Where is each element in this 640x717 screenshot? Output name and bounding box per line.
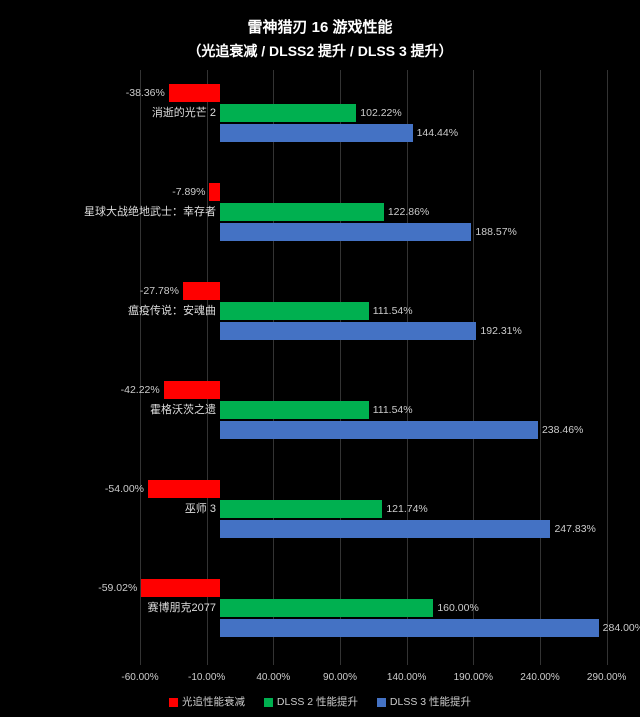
bar-value-label: 247.83% [554, 523, 595, 535]
bar-dlss3 [220, 520, 550, 538]
x-tick-label: -10.00% [188, 672, 225, 683]
bar-value-label: -27.78% [140, 285, 179, 297]
swatch-rt [169, 698, 178, 707]
bar-rt [169, 84, 220, 102]
bar-value-label: 121.74% [386, 503, 427, 515]
bar-dlss3 [220, 619, 599, 637]
game-name: 消逝的光芒 2 [152, 104, 216, 122]
game-group: -38.36%102.22%144.44%消逝的光芒 2 [140, 84, 620, 142]
bar-dlss3 [220, 223, 471, 241]
bar-value-label: 144.44% [417, 127, 458, 139]
bar-value-label: -59.02% [98, 582, 137, 594]
x-tick-label: 40.00% [256, 672, 290, 683]
gridline [540, 70, 541, 665]
swatch-dlss2 [264, 698, 273, 707]
chart-subtitle: （光追衰减 / DLSS2 提升 / DLSS 3 提升） [0, 41, 640, 61]
x-tick-label: 240.00% [520, 672, 559, 683]
bar-value-label: 192.31% [480, 325, 521, 337]
legend-rt-label: 光追性能衰减 [182, 696, 245, 708]
bar-value-label: 111.54% [373, 404, 413, 416]
x-tick-label: 90.00% [323, 672, 357, 683]
bar-value-label: -38.36% [126, 87, 165, 99]
bar-rt [148, 480, 220, 498]
plot-area: -60.00%-10.00%40.00%90.00%140.00%190.00%… [140, 70, 620, 665]
bar-value-label: -54.00% [105, 483, 144, 495]
bar-rt [183, 282, 220, 300]
chart-title: 雷神猎刃 16 游戏性能 [0, 16, 640, 37]
bar-rt [209, 183, 220, 201]
legend-dlss3-label: DLSS 3 性能提升 [390, 696, 471, 708]
chart-title-block: 雷神猎刃 16 游戏性能 （光追衰减 / DLSS2 提升 / DLSS 3 提… [0, 16, 640, 61]
legend-dlss2: DLSS 2 性能提升 [264, 694, 358, 709]
game-group: -27.78%111.54%192.31%瘟疫传说：安魂曲 [140, 282, 620, 340]
bar-value-label: 111.54% [373, 305, 413, 317]
bar-dlss2 [220, 500, 382, 518]
gridline [273, 70, 274, 665]
game-name: 赛博朋克2077 [148, 599, 216, 617]
game-name: 霍格沃茨之遗 [150, 401, 216, 419]
bar-rt [164, 381, 220, 399]
gridline [207, 70, 208, 665]
game-name: 瘟疫传说：安魂曲 [128, 302, 216, 320]
gridline [340, 70, 341, 665]
bar-value-label: 102.22% [360, 107, 401, 119]
bar-value-label: -42.22% [121, 384, 160, 396]
bar-rt [141, 579, 220, 597]
bar-value-label: 188.57% [475, 226, 516, 238]
bar-dlss2 [220, 104, 356, 122]
bar-value-label: 238.46% [542, 424, 583, 436]
gridline [140, 70, 141, 665]
gridline [607, 70, 608, 665]
legend-rt: 光追性能衰减 [169, 694, 245, 709]
bar-dlss2 [220, 203, 384, 221]
game-name: 巫师 3 [185, 500, 216, 518]
performance-chart: 雷神猎刃 16 游戏性能 （光追衰减 / DLSS2 提升 / DLSS 3 提… [0, 0, 640, 717]
x-tick-label: 190.00% [454, 672, 493, 683]
legend-dlss2-label: DLSS 2 性能提升 [277, 696, 358, 708]
gridline [473, 70, 474, 665]
bar-value-label: 284.00% [603, 622, 640, 634]
bar-dlss3 [220, 421, 538, 439]
game-group: -7.89%122.86%188.57%星球大战绝地武士：幸存者 [140, 183, 620, 241]
bar-dlss2 [220, 302, 369, 320]
gridline [407, 70, 408, 665]
game-group: -42.22%111.54%238.46%霍格沃茨之遗 [140, 381, 620, 439]
bar-value-label: 122.86% [388, 206, 429, 218]
legend-dlss3: DLSS 3 性能提升 [377, 694, 471, 709]
bar-value-label: -7.89% [172, 186, 205, 198]
bar-dlss3 [220, 322, 476, 340]
bar-dlss3 [220, 124, 413, 142]
game-group: -59.02%160.00%284.00%赛博朋克2077 [140, 579, 620, 637]
swatch-dlss3 [377, 698, 386, 707]
x-tick-label: 140.00% [387, 672, 426, 683]
x-tick-label: -60.00% [121, 672, 158, 683]
game-group: -54.00%121.74%247.83%巫师 3 [140, 480, 620, 538]
game-name: 星球大战绝地武士：幸存者 [84, 203, 216, 221]
legend: 光追性能衰减 DLSS 2 性能提升 DLSS 3 性能提升 [0, 694, 640, 709]
x-tick-label: 290.00% [587, 672, 626, 683]
bar-value-label: 160.00% [437, 602, 478, 614]
bar-dlss2 [220, 401, 369, 419]
bar-dlss2 [220, 599, 433, 617]
